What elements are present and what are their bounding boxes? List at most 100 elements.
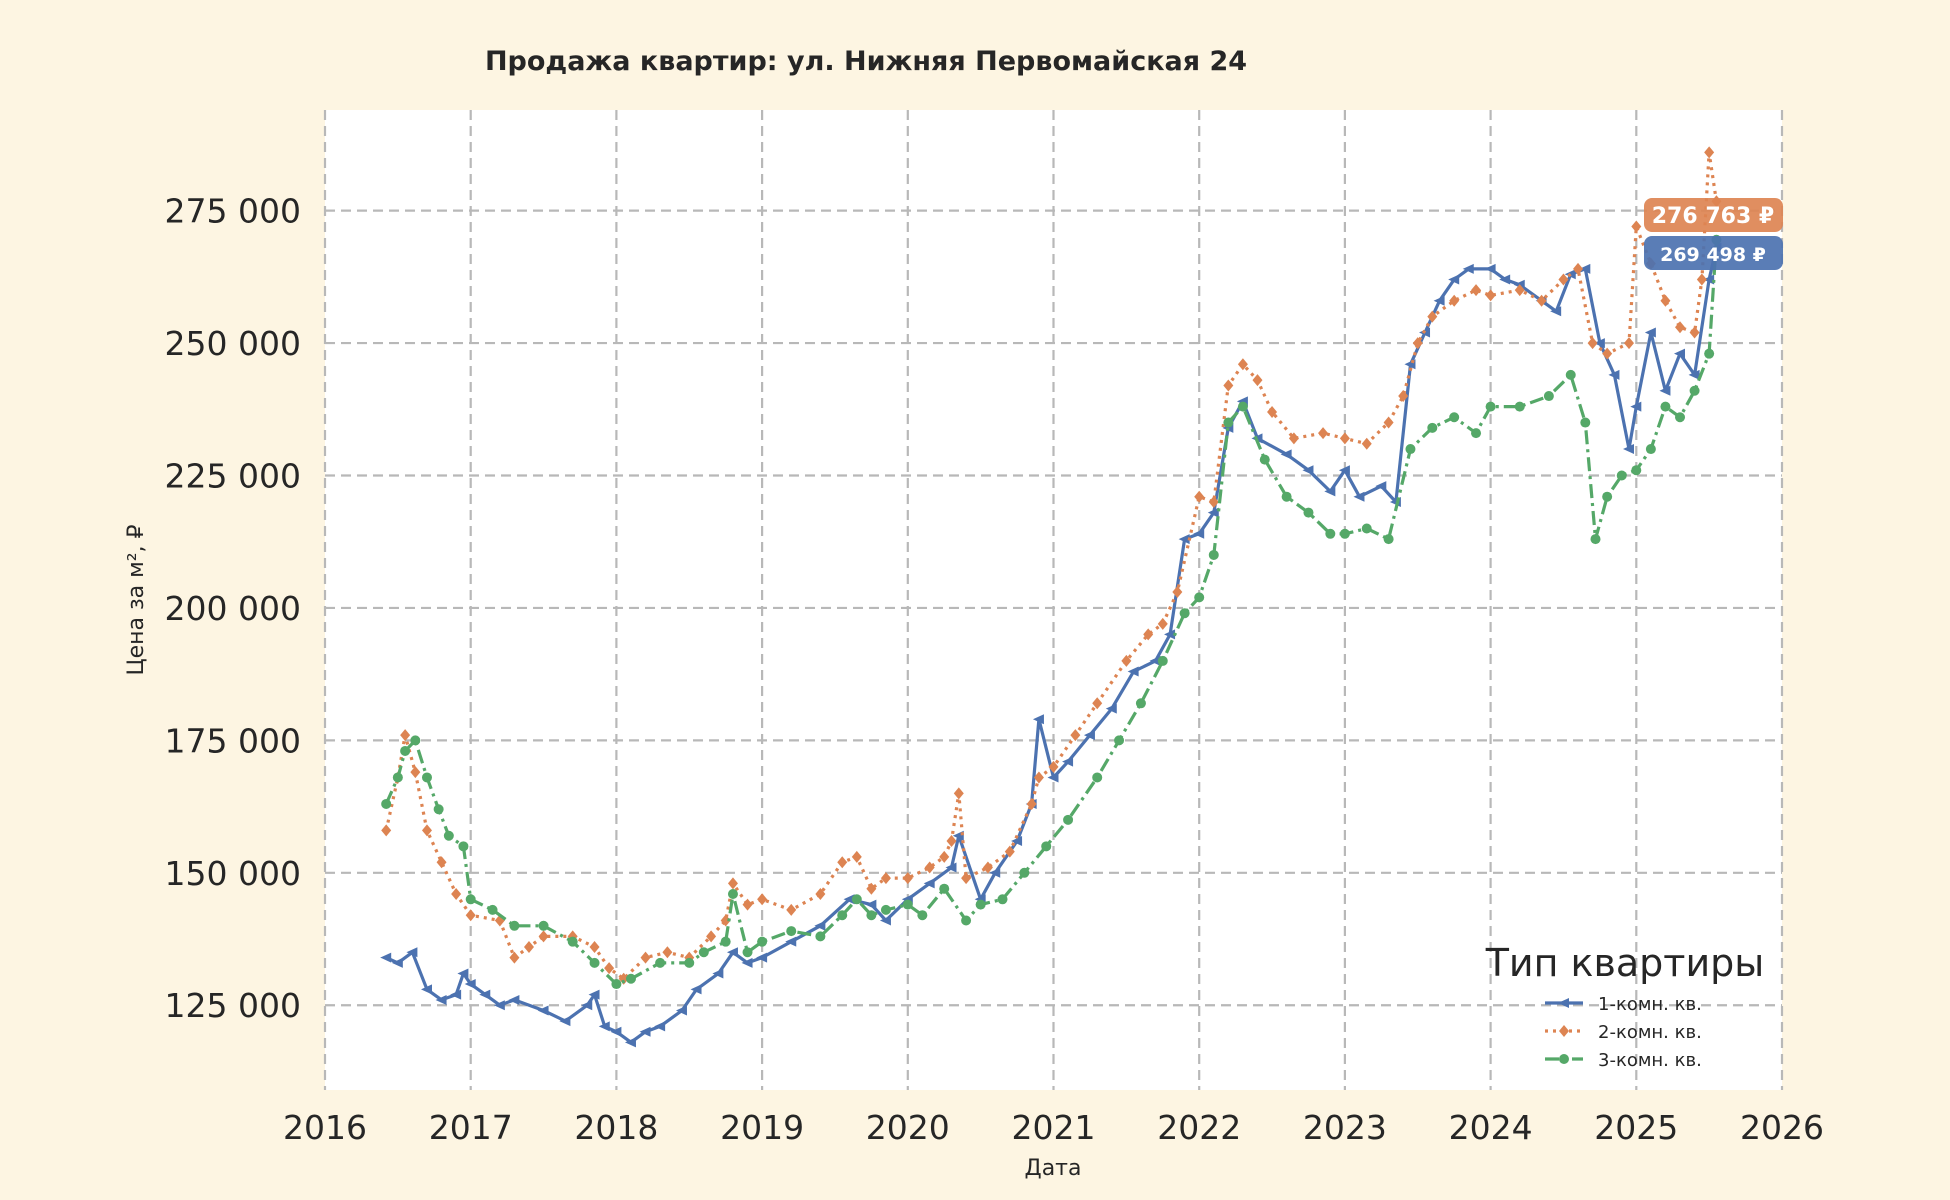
data-point — [924, 861, 935, 874]
data-point — [1427, 422, 1438, 433]
data-point — [1070, 729, 1081, 742]
data-point — [479, 989, 491, 1000]
series-line — [385, 247, 1718, 1044]
end-labels: 276 763 ₽ 269 498 ₽ — [1644, 198, 1783, 270]
data-point — [421, 824, 432, 837]
data-point — [815, 888, 826, 900]
data-point — [1696, 273, 1707, 286]
data-point — [727, 877, 738, 890]
data-point — [1062, 756, 1074, 767]
data-point — [879, 915, 891, 926]
data-point — [1485, 289, 1496, 302]
data-point — [1164, 629, 1176, 640]
data-point — [1149, 655, 1161, 666]
data-point — [961, 872, 972, 885]
data-point — [1645, 444, 1656, 455]
data-point — [450, 989, 462, 1000]
data-point — [786, 903, 797, 916]
data-point — [559, 1016, 571, 1027]
data-point — [624, 1037, 636, 1048]
data-point — [1602, 347, 1613, 360]
data-point — [487, 904, 498, 915]
y-tick-label: 200 000 — [165, 589, 301, 628]
data-point — [1267, 405, 1278, 418]
data-point — [451, 888, 462, 900]
legend-label: 1-комн. кв. — [1598, 994, 1702, 1015]
data-point — [655, 957, 666, 968]
data-point — [381, 824, 392, 837]
data-point — [851, 850, 862, 863]
data-point — [1471, 428, 1482, 439]
data-point — [1427, 310, 1438, 323]
data-point — [757, 893, 768, 906]
data-point — [1689, 326, 1700, 339]
y-tick-label: 150 000 — [165, 854, 301, 893]
data-point — [1559, 1054, 1569, 1064]
data-point — [1660, 401, 1671, 412]
data-point — [1303, 507, 1314, 518]
data-point — [720, 936, 731, 947]
data-point — [712, 968, 724, 979]
data-point — [1339, 528, 1350, 539]
data-point — [567, 936, 578, 947]
x-tick-label: 2020 — [866, 1108, 950, 1147]
data-point — [380, 952, 392, 963]
data-point — [1178, 534, 1190, 545]
data-point — [598, 1021, 610, 1032]
data-point — [726, 947, 738, 958]
data-point — [684, 957, 695, 968]
data-point — [1675, 321, 1686, 334]
data-point — [1484, 263, 1496, 274]
data-point — [1353, 491, 1365, 502]
data-point — [742, 898, 753, 911]
data-point — [381, 798, 392, 809]
data-point — [1324, 486, 1336, 497]
data-point — [727, 889, 738, 899]
data-point — [662, 946, 673, 959]
data-point — [1565, 369, 1576, 380]
data-point — [493, 1000, 505, 1011]
data-point — [1280, 449, 1292, 460]
data-point — [1659, 385, 1671, 396]
data-point — [815, 931, 826, 942]
x-tick-label: 2016 — [283, 1108, 367, 1147]
x-tick-label: 2026 — [1740, 1108, 1824, 1147]
series-layer — [380, 146, 1722, 1048]
data-point — [1703, 274, 1715, 285]
data-point — [757, 936, 768, 947]
legend-title: Тип квартиры — [1485, 941, 1765, 985]
data-point — [975, 899, 986, 910]
series-3 — [381, 234, 1722, 990]
data-point — [465, 909, 476, 922]
data-point — [1026, 797, 1037, 810]
data-point — [1259, 454, 1270, 465]
end-label-1: 276 763 ₽ — [1644, 198, 1783, 232]
data-point — [1339, 432, 1350, 445]
data-point — [1660, 294, 1671, 307]
data-point — [410, 766, 421, 779]
data-point — [639, 1026, 651, 1037]
data-point — [866, 910, 877, 921]
data-point — [523, 940, 534, 953]
end-label-text: 269 498 ₽ — [1660, 244, 1766, 266]
data-point — [654, 1021, 666, 1032]
data-point — [436, 856, 447, 869]
data-point — [538, 920, 549, 931]
data-point — [989, 867, 1001, 878]
legend-item: 3-комн. кв. — [1545, 1050, 1702, 1071]
data-point — [420, 984, 432, 995]
data-point — [1433, 295, 1445, 306]
x-tick-label: 2018 — [574, 1108, 658, 1147]
x-tick-label: 2025 — [1594, 1108, 1678, 1147]
chart-title: Продажа квартир: ул. Нижняя Первомайская… — [485, 46, 1247, 77]
y-tick-label: 125 000 — [165, 986, 301, 1025]
data-point — [400, 729, 411, 742]
data-point — [1121, 654, 1132, 667]
data-point — [698, 947, 709, 958]
data-point — [1514, 284, 1525, 297]
data-point — [1558, 998, 1569, 1008]
x-tick-label: 2022 — [1157, 1108, 1241, 1147]
data-point — [997, 894, 1008, 905]
data-point — [1208, 549, 1219, 560]
